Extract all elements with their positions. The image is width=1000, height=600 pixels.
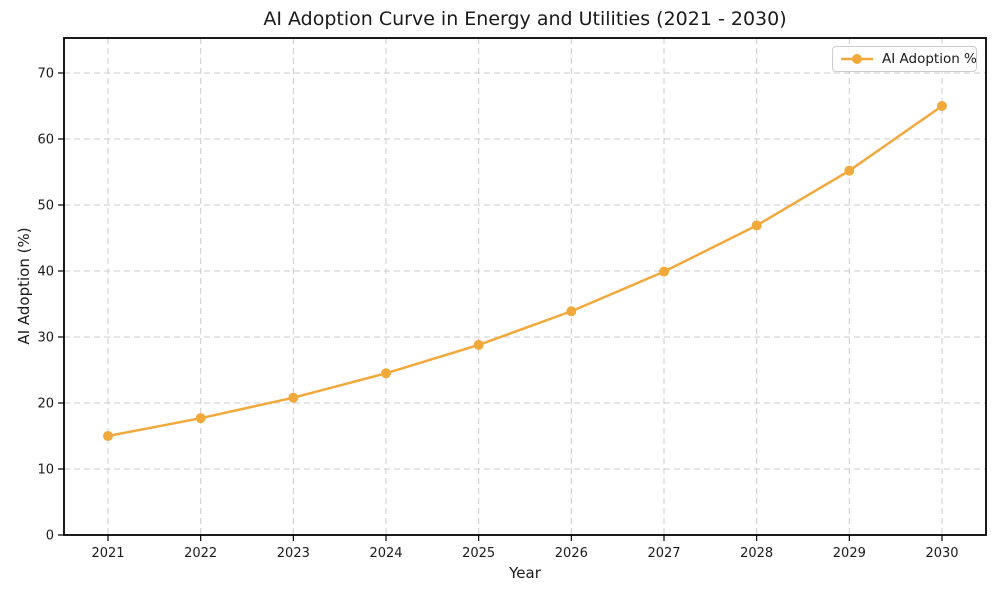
y-tick-label: 60 bbox=[37, 133, 54, 148]
data-point bbox=[844, 165, 855, 176]
data-point bbox=[473, 339, 484, 350]
x-axis-label: Year bbox=[509, 564, 541, 582]
legend: AI Adoption % bbox=[832, 46, 977, 72]
x-tick-label: 2026 bbox=[555, 546, 588, 561]
x-tick-label: 2028 bbox=[740, 546, 773, 561]
x-tick-label: 2022 bbox=[184, 546, 217, 561]
y-tick-label: 30 bbox=[37, 331, 54, 346]
data-point bbox=[751, 220, 762, 231]
chart-title: AI Adoption Curve in Energy and Utilitie… bbox=[263, 8, 787, 30]
y-tick-label: 0 bbox=[46, 529, 54, 544]
data-point bbox=[381, 368, 391, 379]
y-axis-label: AI Adoption (%) bbox=[15, 227, 33, 345]
x-tick-label: 2023 bbox=[277, 546, 310, 561]
x-tick-label: 2024 bbox=[369, 546, 402, 561]
series-line bbox=[106, 104, 944, 438]
y-tick-label: 10 bbox=[37, 463, 54, 478]
data-point bbox=[937, 100, 947, 111]
x-tick-label: 2029 bbox=[833, 546, 866, 561]
legend-entry-label: AI Adoption % bbox=[882, 51, 977, 67]
data-point bbox=[288, 392, 299, 403]
y-tick-label: 20 bbox=[37, 397, 54, 412]
data-point bbox=[103, 430, 113, 441]
axes-spines bbox=[63, 37, 987, 536]
y-tick-label: 50 bbox=[37, 199, 54, 214]
x-tick-label: 2027 bbox=[647, 546, 680, 561]
y-tick-label: 40 bbox=[37, 265, 54, 280]
legend-line-marker-icon bbox=[841, 54, 873, 64]
data-point bbox=[195, 413, 206, 424]
x-tick-label: 2025 bbox=[462, 546, 495, 561]
y-tick-label: 70 bbox=[37, 67, 54, 82]
x-tick-label: 2021 bbox=[91, 546, 124, 561]
x-tick-label: 2030 bbox=[925, 546, 958, 561]
data-point bbox=[659, 266, 669, 277]
data-point bbox=[566, 306, 577, 317]
